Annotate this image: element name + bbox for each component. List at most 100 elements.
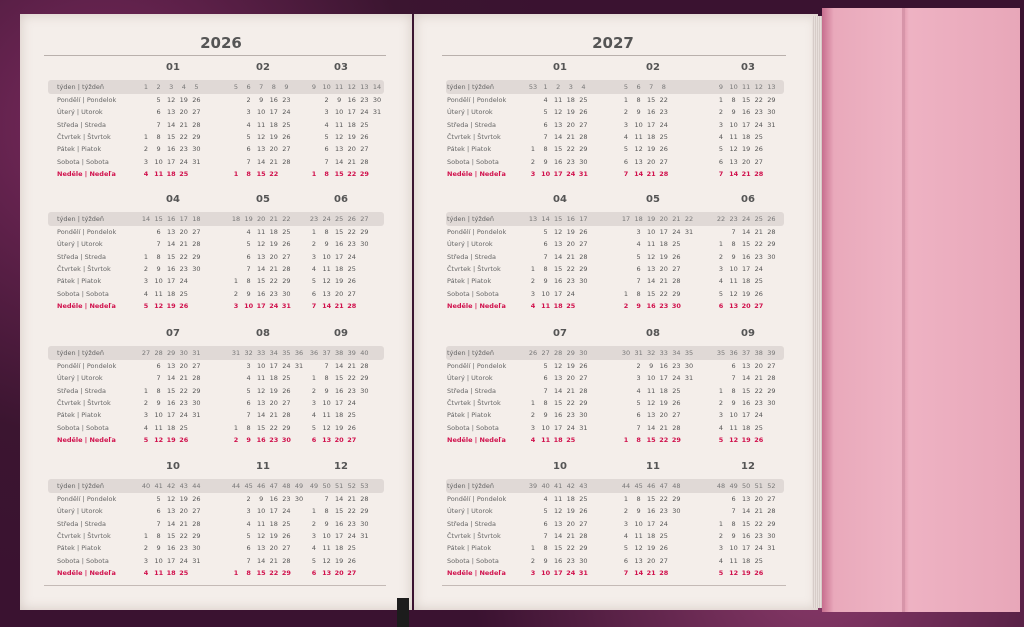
date: 18 — [335, 264, 344, 273]
weekday-label: Úterý | Utorok — [57, 374, 103, 383]
date: 19 — [659, 398, 668, 407]
date: 8 — [543, 264, 548, 273]
date: 14 — [335, 362, 344, 370]
date: 23 — [754, 531, 763, 540]
date: 25 — [659, 132, 668, 141]
date: 10 — [647, 374, 656, 383]
date: 17 — [335, 531, 344, 540]
sunday-date: 8 — [246, 568, 251, 577]
weekday-label: Středa | Streda — [447, 386, 496, 395]
date: 8 — [636, 96, 641, 104]
sunday-date: 23 — [269, 435, 279, 444]
date: 12 — [335, 132, 344, 141]
date: 29 — [282, 277, 291, 286]
date: 5 — [246, 531, 251, 540]
sunday-date: 27 — [347, 568, 357, 577]
date: 4 — [636, 240, 641, 249]
date: 2 — [623, 507, 629, 516]
date: 9 — [259, 96, 264, 104]
date: 2 — [530, 556, 536, 565]
sunday-date: 25 — [566, 435, 576, 444]
date: 15 — [335, 507, 344, 516]
date: 4 — [718, 277, 724, 286]
date: 30 — [192, 145, 201, 154]
date: 25 — [282, 519, 291, 528]
sunday-date: 24 — [566, 169, 576, 178]
date: 20 — [566, 519, 575, 528]
date: 22 — [566, 264, 575, 273]
date: 11 — [634, 531, 643, 540]
date: 5 — [156, 495, 161, 503]
date: 17 — [167, 157, 176, 166]
date: 17 — [335, 398, 344, 407]
date: 14 — [335, 157, 344, 166]
date: 1 — [311, 228, 317, 236]
date: 17 — [647, 120, 656, 129]
weekday-label: Neděle | Nedeľa — [57, 568, 116, 577]
date: 8 — [156, 386, 161, 395]
date: 27 — [754, 157, 763, 166]
date: 5 — [311, 423, 317, 432]
week-number: 49 — [294, 482, 304, 490]
date: 16 — [647, 507, 656, 516]
date: 18 — [167, 289, 176, 298]
date: 20 — [566, 240, 575, 249]
date: 20 — [179, 228, 188, 236]
date: 22 — [659, 289, 668, 298]
date: 11 — [729, 556, 738, 565]
sunday-date: 14 — [729, 169, 739, 178]
date: 24 — [754, 544, 763, 553]
date: 31 — [684, 228, 694, 236]
date: 22 — [566, 544, 575, 553]
sunday-date: 8 — [246, 169, 251, 178]
week-number: 36 — [294, 349, 304, 357]
sunday-date: 28 — [659, 568, 669, 577]
date: 18 — [167, 423, 176, 432]
date: 29 — [282, 423, 291, 432]
week-number: 2 — [156, 83, 161, 91]
date: 28 — [360, 157, 369, 166]
week-number: 22 — [684, 215, 694, 223]
sunday-date: 7 — [718, 169, 724, 178]
date: 4 — [311, 544, 317, 553]
date: 25 — [659, 531, 668, 540]
date: 5 — [718, 145, 724, 154]
week-header-bar — [48, 212, 384, 226]
sunday-date: 21 — [646, 568, 656, 577]
date: 5 — [324, 132, 329, 141]
sunday-date: 17 — [256, 301, 266, 310]
date: 2 — [718, 531, 724, 540]
date: 11 — [729, 132, 738, 141]
date: 4 — [143, 423, 149, 432]
date: 19 — [269, 132, 278, 141]
date: 24 — [282, 108, 291, 117]
date: 20 — [179, 108, 188, 117]
date: 21 — [347, 157, 356, 166]
date: 9 — [636, 108, 641, 117]
date: 3 — [636, 374, 641, 383]
date: 28 — [767, 374, 776, 383]
date: 21 — [566, 252, 575, 261]
date: 24 — [347, 531, 356, 540]
date: 15 — [742, 386, 751, 395]
date: 17 — [554, 289, 563, 298]
date: 13 — [742, 495, 751, 503]
sunday-date: 7 — [311, 301, 317, 310]
week-number: 47 — [269, 482, 278, 490]
month-title: 06 — [741, 194, 755, 205]
weekday-label: Úterý | Utorok — [447, 507, 493, 516]
week-number: 42 — [167, 482, 176, 490]
date: 14 — [167, 120, 176, 129]
sunday-date: 11 — [541, 301, 551, 310]
date: 6 — [731, 495, 736, 503]
date: 18 — [647, 531, 656, 540]
date: 25 — [672, 386, 681, 395]
date: 7 — [543, 252, 548, 261]
date: 18 — [347, 120, 356, 129]
date: 6 — [623, 556, 629, 565]
weekday-label: Čtvrtek | Štvrtok — [447, 264, 501, 273]
weekday-label: Středa | Streda — [447, 120, 496, 129]
bookmark-ribbon[interactable] — [397, 598, 409, 627]
date: 15 — [647, 289, 656, 298]
date: 25 — [282, 228, 291, 236]
